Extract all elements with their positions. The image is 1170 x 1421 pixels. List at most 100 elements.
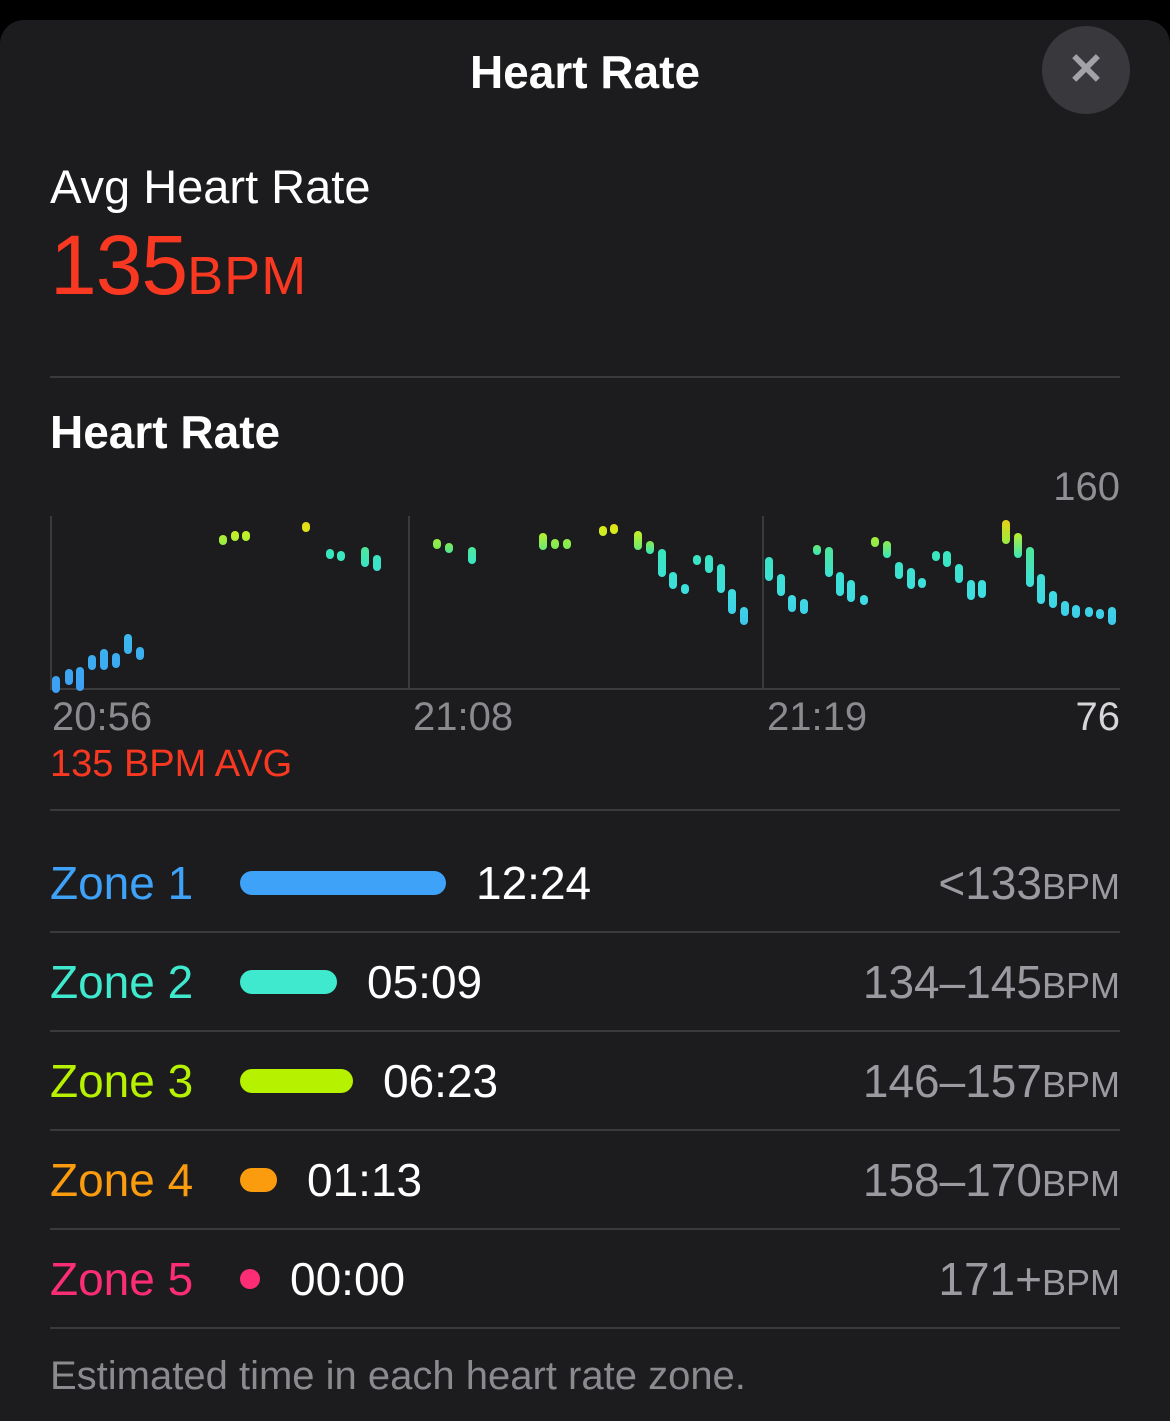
zone-row-5: Zone 5 00:00 171+BPM	[50, 1230, 1120, 1329]
heart-rate-sample-bar	[693, 555, 702, 566]
heart-rate-sample-bar	[966, 580, 975, 600]
heart-rate-sample-bar	[562, 538, 571, 549]
heart-rate-sample-bar	[824, 547, 833, 577]
heart-rate-sample-bar	[836, 571, 845, 596]
heart-rate-sample-bar	[977, 580, 986, 598]
heart-rate-sample-bar	[326, 549, 335, 560]
heart-rate-sample-bar	[1049, 590, 1058, 608]
chart-section-title: Heart Rate	[50, 406, 281, 458]
heart-rate-sample-bar	[657, 549, 666, 577]
zone-row-1: Zone 1 12:24 <133BPM	[50, 834, 1120, 933]
heart-rate-sample-bar	[219, 534, 228, 545]
heart-rate-sample-bar	[51, 675, 60, 693]
heart-rate-sample-bar	[361, 547, 370, 567]
zone-bpm-range: 158–170BPM	[863, 1153, 1120, 1207]
heart-rate-sample-bar	[599, 526, 608, 537]
heart-rate-sample-bar	[467, 547, 476, 565]
heart-rate-sample-bar	[609, 524, 618, 535]
heart-rate-chart-section: Heart Rate 160 20:56 21:08 21:19 76 135 …	[50, 378, 1120, 811]
heart-rate-sample-bar	[705, 555, 714, 573]
heart-rate-sample-bar	[645, 540, 654, 555]
heart-rate-sample-bar	[799, 598, 808, 615]
heart-rate-sample-bar	[432, 538, 441, 549]
heart-rate-sample-bar	[242, 530, 251, 541]
heart-rate-sample-bar	[99, 648, 108, 671]
chart-x-axis-labels: 20:56 21:08 21:19 76	[50, 694, 1120, 740]
heart-rate-sample-bar	[135, 646, 144, 660]
zone-bpm-range-unit: BPM	[1041, 865, 1120, 907]
zone-duration: 00:00	[290, 1252, 406, 1305]
heart-rate-sample-bar	[1096, 609, 1105, 620]
heart-rate-sample-bar	[883, 540, 892, 559]
zone-bpm-range-unit: BPM	[1041, 1261, 1120, 1303]
heart-rate-sample-bar	[739, 607, 748, 625]
x-tick-start-time: 20:56	[52, 695, 153, 739]
heart-rate-sample-bar	[918, 578, 927, 589]
zone-bpm-range-unit: BPM	[1041, 1162, 1120, 1204]
zone-duration-bar	[240, 969, 337, 994]
heart-rate-sample-bar	[373, 555, 382, 571]
zone-duration: 01:13	[307, 1153, 423, 1206]
heart-rate-sample-bar	[942, 551, 951, 567]
sheet-content: Avg Heart Rate 135 BPM Heart Rate 160 20…	[0, 161, 1170, 1399]
zone-row-2: Zone 2 05:09 134–145BPM	[50, 933, 1120, 1032]
chart-avg-caption: 135 BPM AVG	[50, 743, 293, 785]
zone-name: Zone 1	[50, 856, 194, 909]
zone-bpm-range-number: 171+	[938, 1252, 1042, 1305]
heart-rate-sample-bar	[681, 584, 690, 595]
heart-rate-sample-bar	[812, 545, 821, 555]
heart-rate-sample-bar	[87, 654, 96, 671]
chart-y-min-label: 76	[1075, 695, 1121, 739]
heart-rate-sample-bar	[728, 588, 737, 615]
zone-duration: 12:24	[476, 856, 592, 909]
avg-heart-rate-label: Avg Heart Rate	[50, 160, 371, 213]
x-tick-late-time: 21:19	[766, 695, 868, 739]
heart-rate-sample-bar	[1085, 607, 1094, 618]
heart-rate-sample-bar	[717, 563, 726, 594]
heart-rate-sample-bar	[633, 530, 642, 550]
zone-name: Zone 2	[50, 955, 194, 1008]
heart-rate-sample-bar	[860, 594, 869, 605]
avg-heart-rate-value: 135	[50, 218, 188, 312]
heart-rate-sample-bar	[1026, 547, 1035, 588]
zone-duration-bar	[240, 870, 446, 895]
heart-rate-sample-bar	[75, 667, 84, 691]
heart-rate-sample-bar	[669, 571, 678, 590]
heart-rate-sample-bar	[551, 538, 560, 549]
heart-rate-sample-bar	[64, 669, 73, 685]
heart-rate-zones-list: Zone 1 12:24 <133BPM Zone 2 05:09 134–145BPM Z…	[50, 811, 1120, 1329]
x-tick-mid-time: 21:08	[413, 695, 514, 739]
zone-bpm-range-unit: BPM	[1041, 1063, 1120, 1105]
zone-bpm-range-number: 134–145	[862, 955, 1042, 1008]
heart-rate-sample-bar	[847, 580, 856, 602]
heart-rate-sample-bar	[954, 563, 963, 584]
heart-rate-sample-bar	[871, 536, 880, 547]
heart-rate-sample-bar	[1061, 600, 1070, 617]
heart-rate-sample-bar	[932, 551, 940, 562]
zone-bpm-range: 134–145BPM	[863, 955, 1120, 1009]
zone-duration-bar	[240, 1167, 277, 1192]
heart-rate-sample-bar	[444, 542, 453, 553]
zone-bpm-range: 171+BPM	[938, 1252, 1120, 1306]
avg-heart-rate-unit: BPM	[187, 246, 308, 306]
close-button[interactable]: ✕	[1042, 26, 1130, 114]
heart-rate-sample-bar	[111, 652, 120, 669]
zone-bpm-range: <133BPM	[938, 856, 1120, 910]
heart-rate-sample-bar	[1014, 532, 1023, 559]
heart-rate-sample-bar	[776, 574, 785, 596]
close-icon: ✕	[1067, 45, 1105, 94]
zone-name: Zone 3	[50, 1054, 194, 1107]
chart-gridline	[50, 516, 52, 688]
chart-gridline	[761, 516, 764, 688]
heart-rate-sample-bar	[337, 551, 346, 562]
zone-row-4: Zone 4 01:13 158–170BPM	[50, 1131, 1120, 1230]
heart-rate-sample-bar	[895, 561, 904, 579]
zone-name: Zone 5	[50, 1252, 194, 1305]
zone-bpm-range-unit: BPM	[1041, 964, 1120, 1006]
zones-footnote: Estimated time in each heart rate zone.	[50, 1354, 746, 1398]
zone-bpm-range-number: <133	[938, 856, 1042, 909]
zone-duration-bar	[240, 1268, 260, 1289]
heart-rate-sample-bar	[539, 532, 548, 550]
sheet-header: Heart Rate ✕	[0, 20, 1170, 130]
heart-rate-sample-bar	[907, 567, 916, 590]
